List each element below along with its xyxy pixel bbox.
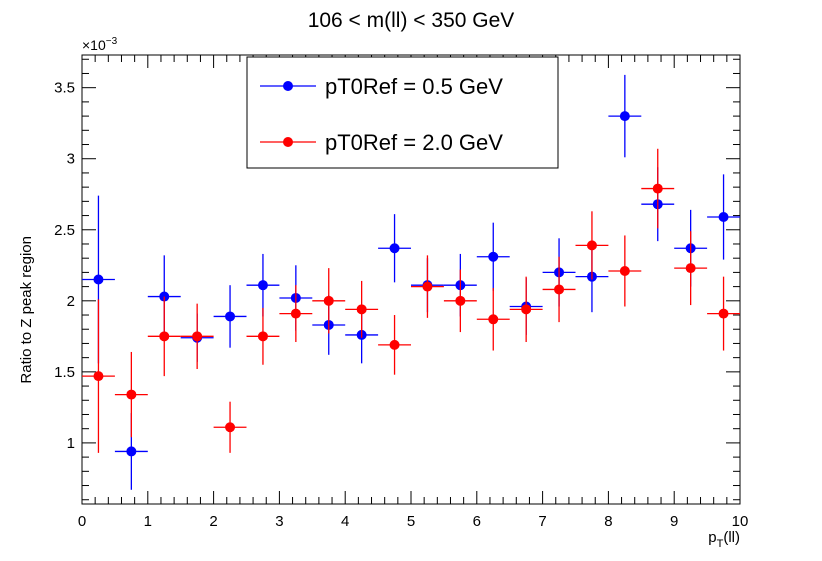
series-2 (82, 148, 740, 453)
data-point (126, 389, 137, 400)
data-point (323, 295, 334, 306)
x-tick-label: 8 (604, 513, 612, 530)
x-tick-label: 2 (209, 513, 217, 530)
data-point (685, 263, 696, 274)
y-exponent-label: ×10−3 (82, 36, 118, 53)
data-point (619, 111, 630, 122)
x-tick-label: 9 (670, 513, 678, 530)
legend-marker (283, 81, 293, 91)
legend-box (246, 56, 559, 169)
data-point (93, 371, 104, 382)
data-point (488, 251, 499, 262)
y-tick-label: 2 (67, 293, 75, 310)
data-point (652, 183, 663, 194)
axis-ticks (81, 55, 741, 504)
data-point (521, 304, 532, 315)
data-point (488, 314, 499, 325)
x-axis-title: pT(ll) (708, 529, 740, 550)
x-tick-label: 4 (341, 513, 349, 530)
x-tick-label: 3 (275, 513, 283, 530)
data-point (192, 331, 203, 342)
data-point (718, 308, 729, 319)
y-tick-label: 3 (67, 151, 75, 168)
data-series (82, 74, 740, 490)
legend-label: pT0Ref = 2.0 GeV (325, 130, 503, 155)
x-tick-label: 5 (407, 513, 415, 530)
data-point (586, 240, 597, 251)
x-tick-labels: 0 1 2 3 4 5 6 7 8 9 10 (78, 513, 749, 530)
legend-marker (283, 137, 293, 147)
data-point (257, 280, 268, 291)
y-axis-title: Ratio to Z peak region (18, 236, 35, 384)
y-tick-label: 1.5 (54, 364, 75, 381)
legend: pT0Ref = 0.5 GeV pT0Ref = 2.0 GeV (246, 56, 559, 169)
x-tick-label: 1 (144, 513, 152, 530)
data-point (225, 422, 236, 433)
y-tick-label: 2.5 (54, 222, 75, 239)
y-tick-label: 3.5 (54, 80, 75, 97)
data-point (93, 274, 104, 285)
x-tick-label: 7 (538, 513, 546, 530)
x-tick-label: 0 (78, 513, 86, 530)
data-point (126, 446, 137, 457)
data-point (290, 308, 301, 319)
y-tick-label: 1 (67, 435, 75, 452)
data-point (257, 331, 268, 342)
x-tick-label: 10 (732, 513, 749, 530)
data-point (356, 304, 367, 315)
chart-title: 106 < m(ll) < 350 GeV (308, 9, 515, 32)
y-tick-labels: 1 1.5 2 2.5 3 3.5 (54, 80, 75, 452)
data-point (225, 311, 236, 322)
x-tick-label: 6 (473, 513, 481, 530)
data-point (159, 331, 170, 342)
data-point (619, 265, 630, 276)
data-point (554, 284, 565, 295)
data-point (422, 281, 433, 292)
data-point (718, 211, 729, 222)
data-point (389, 339, 400, 350)
data-point (389, 243, 400, 254)
legend-label: pT0Ref = 0.5 GeV (325, 74, 503, 99)
data-point (455, 295, 466, 306)
